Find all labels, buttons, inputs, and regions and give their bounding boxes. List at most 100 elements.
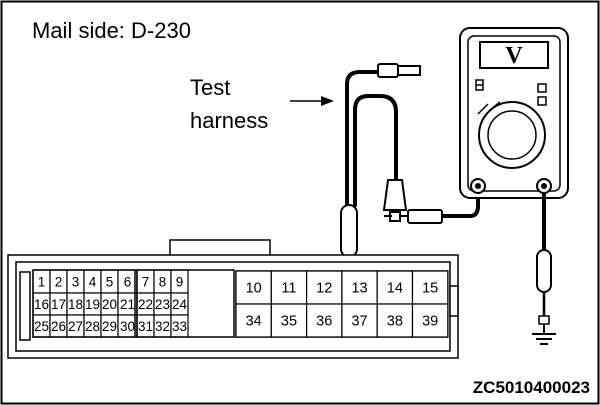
terminal-number: 32: [155, 319, 170, 334]
terminal-number: 35: [281, 314, 297, 330]
terminal-number: 23: [155, 297, 170, 312]
connector-terminal-9: 9: [170, 269, 189, 294]
diagram-title: Mail side: D-230: [32, 18, 191, 43]
connector-terminal-16: 16: [32, 292, 51, 316]
meter-jack-v: [536, 178, 552, 194]
terminal-number: 9: [176, 274, 184, 289]
terminal-number: 7: [142, 274, 150, 289]
connector-terminal-22: 22: [136, 292, 155, 316]
meter-display-symbol: V: [505, 43, 523, 69]
connector-terminal-6: 6: [117, 269, 138, 294]
connector-terminal-19: 19: [83, 292, 102, 316]
terminal-number: 8: [159, 274, 167, 289]
test-harness-cable: [345, 70, 398, 207]
connector-terminal-27: 27: [66, 314, 85, 338]
connector-terminal-25: 25: [32, 314, 51, 338]
connector-terminal-11: 11: [270, 270, 308, 305]
meter-lead-connector: [400, 186, 480, 224]
connector-terminal-4: 4: [83, 269, 102, 294]
connector-terminal-20: 20: [100, 292, 119, 316]
terminal-number: 13: [351, 281, 367, 297]
terminal-number: 36: [316, 314, 332, 330]
multimeter: V: [459, 27, 569, 199]
terminal-number: 5: [106, 274, 114, 289]
connector-terminal-33: 33: [170, 314, 189, 338]
terminal-number: 38: [387, 314, 403, 330]
connector-terminal-7: 7: [136, 269, 155, 294]
terminal-number: 33: [172, 319, 187, 334]
harness-plug: [377, 63, 421, 78]
terminal-number: 12: [316, 281, 332, 297]
connector-terminal-3: 3: [66, 269, 85, 294]
connector-terminal-12: 12: [306, 270, 343, 305]
terminal-number: 15: [422, 281, 438, 297]
terminal-group-outline: [136, 269, 235, 338]
terminal-number: 16: [34, 297, 49, 312]
figure-code: ZC5010400023: [473, 378, 590, 397]
terminal-number: 34: [246, 314, 262, 330]
terminal-number: 25: [34, 319, 49, 334]
connector-terminal-36: 36: [306, 303, 343, 338]
connector-terminal-10: 10: [235, 270, 272, 305]
terminal-group-outline: [32, 269, 136, 338]
terminal-number: 10: [246, 281, 262, 297]
connector-terminal-26: 26: [49, 314, 68, 338]
connector-terminal-8: 8: [153, 269, 172, 294]
connector-terminal-14: 14: [376, 270, 414, 305]
terminal-number: 22: [138, 297, 153, 312]
ground-icon: [532, 324, 556, 345]
meter-dial: [477, 101, 546, 169]
connector-terminal-18: 18: [66, 292, 85, 316]
connector-terminal-5: 5: [100, 269, 119, 294]
terminal-number: 30: [120, 319, 135, 334]
connector-terminal-17: 17: [49, 292, 68, 316]
meter-display: [479, 41, 549, 69]
connector-terminal-32: 32: [153, 314, 172, 338]
terminal-number: 26: [51, 319, 66, 334]
terminal-number: 14: [387, 281, 403, 297]
connector-terminal-block-right: 10 11 12 13 14 15 34 35 36 37 38 39: [235, 270, 449, 338]
terminal-number: 17: [51, 297, 66, 312]
connector-terminal-34: 34: [235, 303, 272, 338]
terminal-number: 20: [102, 297, 117, 312]
connector-terminal-37: 37: [341, 303, 378, 338]
connector-terminal-39: 39: [411, 303, 449, 338]
terminal-number: 21: [120, 297, 135, 312]
terminal-number: 19: [85, 297, 100, 312]
terminal-number: 27: [68, 319, 83, 334]
terminal-number: 37: [351, 314, 367, 330]
connector-terminal-2: 2: [49, 269, 68, 294]
terminal-number: 29: [102, 319, 117, 334]
terminal-number: 18: [68, 297, 83, 312]
terminal-number: 24: [172, 297, 188, 312]
callout-label-line2: harness: [190, 108, 268, 133]
terminal-number: 39: [422, 314, 438, 330]
terminal-number: 28: [85, 319, 100, 334]
connector-terminal-1: 1: [32, 269, 51, 294]
connector-terminal-15: 15: [411, 270, 449, 305]
connector-terminal-28: 28: [83, 314, 102, 338]
connector-terminal-24: 24: [170, 292, 189, 316]
connector-terminal-29: 29: [100, 314, 119, 338]
connector-terminal-38: 38: [376, 303, 414, 338]
meter-button: [537, 96, 547, 106]
callout-arrow: [290, 96, 334, 106]
terminal-number: 1: [38, 274, 46, 289]
connector-terminal-13: 13: [341, 270, 378, 305]
connector-terminal-30: 30: [117, 314, 138, 338]
terminal-number: 11: [281, 281, 296, 297]
callout-label-line1: Test: [190, 75, 230, 100]
connector-terminal-23: 23: [153, 292, 172, 316]
ground-lead: [536, 193, 552, 325]
meter-jack-com: [470, 178, 486, 194]
terminal-number: 6: [124, 274, 132, 289]
terminal-number: 31: [138, 319, 153, 334]
terminal-number: 3: [72, 274, 80, 289]
connector-terminal-31: 31: [136, 314, 155, 338]
connector-terminal-21: 21: [117, 292, 138, 316]
connector-terminal-35: 35: [270, 303, 308, 338]
terminal-number: 2: [55, 274, 63, 289]
